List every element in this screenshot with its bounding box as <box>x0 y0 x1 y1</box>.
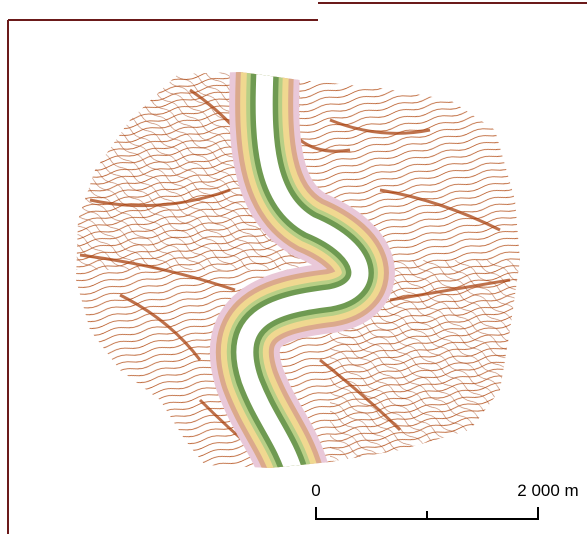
page: 0 2 000 m (() => { const data = JSON.par… <box>0 0 587 534</box>
scale-label: 2 000 m <box>517 481 578 500</box>
terrain <box>60 60 540 480</box>
scale-label: 0 <box>311 481 320 500</box>
map-view: 0 2 000 m <box>0 0 587 534</box>
scale-bar: 0 2 000 m <box>311 481 578 520</box>
